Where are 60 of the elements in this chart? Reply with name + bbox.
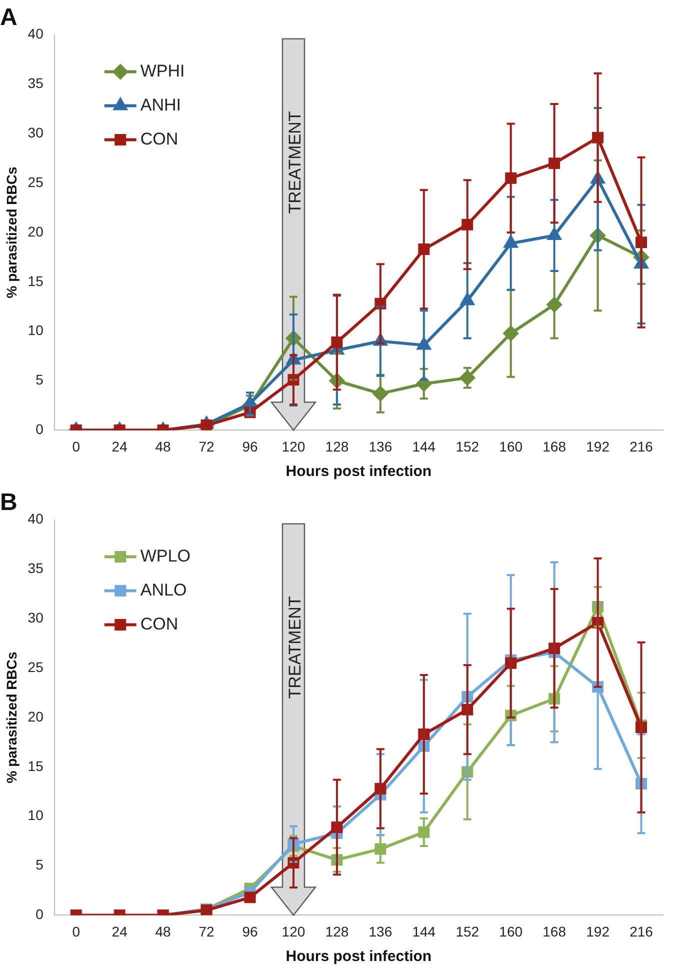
y-tick-label: 5 (36, 372, 44, 388)
ref-line-label: TREATMENT (285, 596, 304, 699)
x-tick-label: 144 (412, 438, 436, 454)
x-tick-label: 144 (412, 923, 436, 940)
x-tick-label: 72 (198, 923, 215, 940)
x-axis-title: Hours post infection (286, 948, 432, 966)
x-tick-label: 216 (630, 923, 654, 940)
x-tick-label: 216 (630, 438, 654, 454)
y-tick-label: 0 (36, 906, 44, 922)
x-tick-label: 136 (368, 923, 392, 940)
x-tick-label: 192 (586, 438, 610, 454)
x-tick-label: 168 (542, 923, 566, 940)
x-tick-label: 160 (499, 438, 523, 454)
x-tick-label: 128 (325, 923, 349, 940)
x-tick-label: 152 (456, 923, 480, 940)
x-axis-title: Hours post infection (286, 463, 432, 480)
legend-label: WPHI (140, 61, 185, 80)
x-tick-label: 192 (586, 923, 610, 940)
y-tick-label: 20 (28, 223, 44, 240)
legend-label: CON (140, 129, 178, 148)
x-tick-label: 48 (155, 438, 172, 454)
y-tick-label: 0 (36, 421, 44, 438)
x-tick-label: 152 (456, 438, 480, 454)
y-tick-label: 40 (28, 26, 44, 42)
x-tick-label: 136 (368, 438, 392, 454)
x-tick-label: 72 (198, 438, 215, 454)
legend-label: ANLO (140, 580, 187, 600)
x-tick-label: 120 (282, 923, 306, 940)
x-tick-label: 96 (242, 923, 258, 940)
y-tick-label: 15 (28, 272, 44, 289)
y-tick-label: 35 (28, 75, 44, 92)
x-tick-label: 24 (112, 923, 128, 940)
y-tick-label: 5 (36, 856, 44, 873)
chart-title: B (0, 489, 18, 516)
x-tick-label: 96 (242, 438, 258, 454)
y-tick-label: 15 (28, 758, 44, 774)
ref-line-label: TREATMENT (285, 111, 304, 214)
y-axis-title: % parasitized RBCs (3, 652, 20, 784)
y-tick-label: 40 (28, 510, 44, 527)
y-tick-label: 10 (28, 807, 44, 824)
y-tick-label: 25 (28, 174, 44, 190)
chart-title: A (0, 4, 18, 32)
y-tick-label: 35 (28, 560, 44, 576)
y-tick-label: 10 (28, 322, 44, 338)
x-tick-label: 24 (112, 438, 128, 454)
x-tick-label: 128 (325, 438, 349, 454)
legend-label: CON (140, 614, 178, 634)
y-tick-label: 30 (28, 124, 44, 141)
x-tick-label: 160 (499, 923, 523, 940)
x-tick-label: 0 (72, 923, 80, 940)
y-tick-label: 30 (28, 610, 44, 626)
y-tick-label: 20 (28, 708, 44, 724)
x-tick-label: 168 (542, 438, 566, 454)
legend-label: ANHI (140, 95, 181, 114)
y-tick-label: 25 (28, 658, 44, 675)
x-tick-label: 0 (72, 438, 80, 454)
legend-label: WPLO (140, 546, 190, 566)
x-tick-label: 120 (282, 438, 306, 454)
y-axis-title: % parasitized RBCs (3, 166, 20, 298)
x-tick-label: 48 (155, 923, 172, 940)
